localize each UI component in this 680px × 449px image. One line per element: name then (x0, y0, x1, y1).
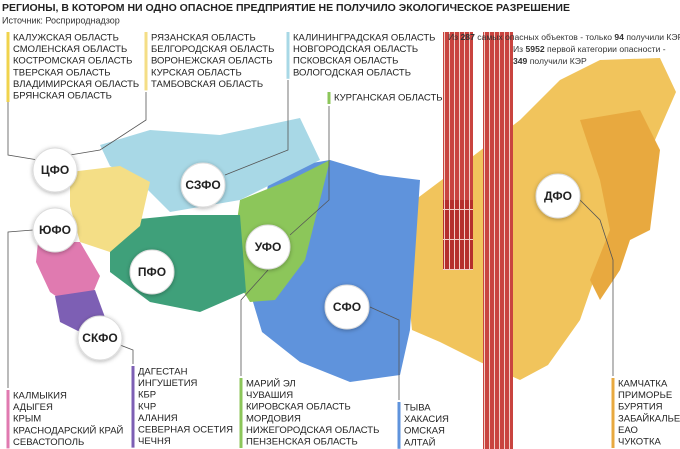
district-circle (32, 207, 78, 253)
leader-line (7, 100, 39, 161)
stat-part: 94 (614, 32, 624, 42)
district-circle (129, 249, 175, 295)
region-name: ЧУВАШИЯ (246, 390, 293, 401)
stat-text: 349 получили КЭР (513, 56, 587, 66)
region-name: ЧЕЧНЯ (138, 436, 171, 447)
region-name: БЕЛГОРОДСКАЯ ОБЛАСТЬ (151, 44, 274, 55)
region-name: БУРЯТИЯ (618, 402, 663, 413)
district-circle (32, 147, 78, 193)
leader-line (240, 269, 269, 376)
bar-right (483, 32, 513, 449)
stat-part: 5952 (526, 44, 545, 54)
leader-line (7, 229, 34, 388)
district-label: УФО (255, 240, 282, 254)
region-name: ВЛАДИМИРСКАЯ ОБЛАСТЬ (13, 79, 139, 90)
stat-part: 349 (513, 56, 528, 66)
leader-line (289, 106, 330, 236)
map (36, 58, 676, 382)
bars (443, 32, 513, 449)
region-name: ПСКОВСКАЯ ОБЛАСТЬ (293, 56, 398, 67)
leader-line (579, 199, 614, 376)
district-circle (535, 173, 581, 219)
region-name: АДЫГЕЯ (13, 402, 53, 413)
bar-left-top (443, 200, 473, 270)
leader-line (224, 80, 289, 176)
region-name: КРЫМ (13, 414, 41, 425)
district-label: СКФО (82, 331, 117, 345)
stat-text: Из 5952 первой категории опасности - (513, 44, 666, 54)
region-name: НОВГОРОДСКАЯ ОБЛАСТЬ (293, 44, 418, 55)
region-name: СМОЛЕНСКАЯ ОБЛАСТЬ (13, 44, 127, 55)
region-name: ДАГЕСТАН (138, 367, 188, 378)
district-label: ЦФО (41, 163, 69, 177)
region-name: АЛАНИЯ (138, 413, 178, 424)
region-name: РЯЗАНСКАЯ ОБЛАСТЬ (151, 33, 256, 44)
region-name: ОМСКАЯ (404, 426, 445, 437)
region-name: СЕВАСТОПОЛЬ (13, 437, 84, 448)
stat-part: получили КЭР (626, 32, 680, 42)
stat-part: самых опасных объектов - только (477, 32, 612, 42)
district-label: ПФО (138, 265, 166, 279)
region-name: МАРИЙ ЭЛ (246, 378, 296, 390)
region-name: АЛТАЙ (404, 436, 436, 448)
region-cfo (70, 166, 150, 252)
region-name: КБР (138, 390, 156, 401)
region-name: СЕВЕРНАЯ ОСЕТИЯ (138, 425, 233, 436)
stat-part: 287 (461, 32, 476, 42)
district-label: ДФО (544, 189, 572, 203)
region-name: КАЛМЫКИЯ (13, 391, 67, 402)
region-name: МОРДОВИЯ (246, 413, 301, 424)
region-name: ЧУКОТКА (618, 437, 662, 448)
region-name: КЧР (138, 401, 156, 412)
region-name: ХАКАСИЯ (404, 414, 449, 425)
region-name: КИРОВСКАЯ ОБЛАСТЬ (246, 402, 351, 413)
region-name: КАЛУЖСКАЯ ОБЛАСТЬ (13, 33, 119, 44)
stat-part: Из (448, 32, 458, 42)
district-label: ЮФО (39, 223, 71, 237)
region-name: КУРГАНСКАЯ ОБЛАСТЬ (334, 93, 443, 104)
leader-line (69, 92, 147, 156)
region-name: ПРИМОРЬЕ (618, 390, 672, 401)
region-name: ВОЛОГОДСКАЯ ОБЛАСТЬ (293, 67, 411, 78)
region-name: ЗАБАЙКАЛЬЕ (618, 412, 680, 424)
district-circle (324, 284, 370, 330)
region-name: БРЯНСКАЯ ОБЛАСТЬ (13, 91, 112, 102)
region-name: ТАМБОВСКАЯ ОБЛАСТЬ (151, 79, 263, 90)
region-name: КАМЧАТКА (618, 379, 668, 390)
region-name: ВОРОНЕЖСКАЯ ОБЛАСТЬ (151, 56, 273, 67)
region-name: ТЫВА (404, 403, 431, 414)
stat-part: первой категории опасности - (547, 44, 666, 54)
region-name: ПЕНЗЕНСКАЯ ОБЛАСТЬ (246, 437, 358, 448)
region-yufo (36, 242, 100, 306)
title: РЕГИОНЫ, В КОТОРОМ НИ ОДНО ОПАСНОЕ ПРЕДП… (2, 2, 570, 14)
region-name: КУРСКАЯ ОБЛАСТЬ (151, 67, 242, 78)
region-name: КРАСНОДАРСКИЙ КРАЙ (13, 424, 124, 436)
stat-part: получили КЭР (530, 56, 587, 66)
region-name: НИЖЕГОРОДСКАЯ ОБЛАСТЬ (246, 425, 379, 436)
region-name: КОСТРОМСКАЯ ОБЛАСТЬ (13, 56, 132, 67)
district-label: СЗФО (185, 178, 220, 192)
region-dfo-east (580, 110, 660, 300)
stat-part: Из (513, 44, 523, 54)
district-label: СФО (333, 300, 361, 314)
stat-text: Из 287 самых опасных объектов - только 9… (448, 32, 680, 42)
region-name: ТВЕРСКАЯ ОБЛАСТЬ (13, 67, 111, 78)
leader-line (119, 344, 134, 364)
region-name: ЕАО (618, 425, 638, 436)
district-circle (180, 162, 226, 208)
district-circle (77, 315, 123, 361)
source: Источник: Росприроднадзор (2, 15, 120, 25)
region-name: КАЛИНИНГРАДСКАЯ ОБЛАСТЬ (293, 33, 435, 44)
leader-line (369, 306, 400, 400)
region-name: ИНГУШЕТИЯ (138, 378, 198, 389)
district-circle (245, 224, 291, 270)
